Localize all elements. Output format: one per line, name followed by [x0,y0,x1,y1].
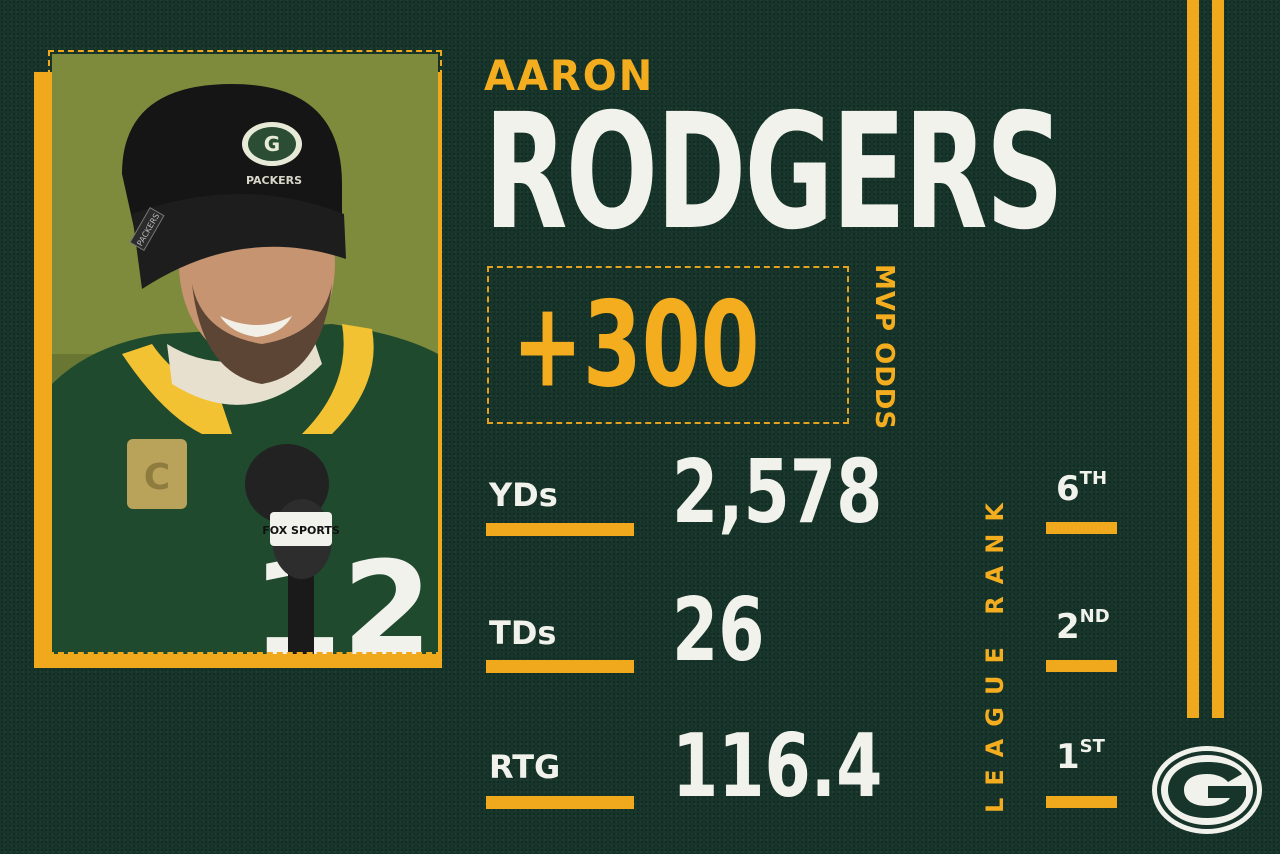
stat-value-yards: 2,578 [672,440,883,543]
rank-yards-suffix: TH [1079,468,1108,489]
stat-value-touchdowns: 26 [672,578,765,681]
league-rank-label: LEAGUE RANK [981,491,1009,813]
stat-bar-yards [486,523,634,536]
svg-text:C: C [144,457,170,498]
rank-rating: 1ST [1056,737,1105,777]
stat-label-touchdowns: TDs [489,614,557,652]
rank-bar-touchdowns [1046,660,1117,672]
photo-frame-outline [48,50,442,654]
stat-label-rating: RTG [489,748,561,786]
rank-touchdowns: 2ND [1056,607,1110,647]
rank-yards-number: 6 [1056,469,1080,509]
odds-value: +300 [512,278,760,415]
odds-box [487,266,849,424]
beanie-text: PACKERS [246,174,302,187]
decorative-stripe-right [1212,0,1224,718]
rank-bar-yards [1046,522,1117,534]
stat-label-yards: YDs [489,476,558,514]
stat-bar-rating [486,796,634,809]
player-photo: G PACKERS PACKERS C 12 FOX SPORTS [52,54,438,654]
rank-touchdowns-number: 2 [1056,607,1080,647]
rank-yards: 6TH [1056,469,1107,509]
svg-text:G: G [264,132,280,156]
rank-rating-suffix: ST [1079,736,1105,757]
stat-value-rating: 116.4 [672,714,883,817]
rank-rating-number: 1 [1056,737,1080,777]
decorative-stripe-left [1187,0,1199,718]
odds-label: MVP ODDS [869,264,899,431]
packers-g-logo-icon [1152,746,1262,834]
rank-bar-rating [1046,796,1117,808]
rank-touchdowns-suffix: ND [1079,606,1110,627]
stat-bar-touchdowns [486,660,634,673]
mic-flag-text: FOX SPORTS [262,524,340,537]
last-name: RODGERS [484,78,1064,265]
first-name: AARON [484,52,655,101]
